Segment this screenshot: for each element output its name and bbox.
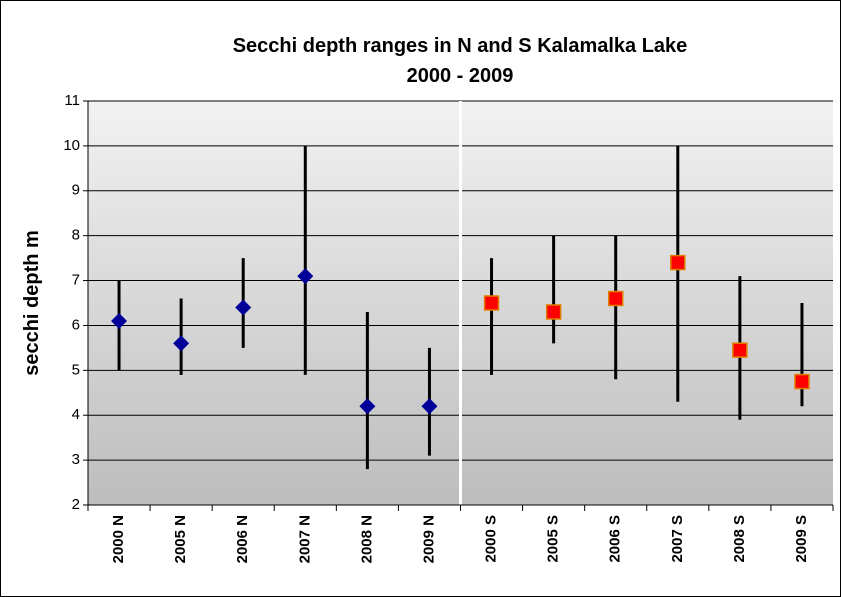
y-tick-label: 6 [72, 316, 80, 333]
x-tick-label: 2006 S [607, 515, 624, 563]
x-tick-label: 2008 S [731, 515, 748, 563]
x-tick-label: 2009 S [793, 515, 810, 563]
x-tick-label: 2008 N [358, 515, 375, 563]
x-tick-label: 2006 N [234, 515, 251, 563]
x-tick-label: 2005 S [545, 515, 562, 563]
mean-marker [111, 312, 128, 329]
x-tick-label: 2000 S [483, 515, 500, 563]
y-tick-label: 10 [63, 137, 80, 154]
y-tick-label: 5 [72, 361, 80, 378]
x-tick-label: 2007 N [296, 515, 313, 563]
mean-marker [173, 335, 190, 352]
mean-marker [483, 295, 500, 311]
mean-marker [297, 268, 314, 285]
chart-subtitle: 2000 - 2009 [407, 65, 514, 87]
x-tick-label: 2005 N [172, 515, 189, 563]
y-tick-label: 11 [64, 92, 80, 109]
mean-marker [607, 290, 624, 307]
x-tick-label: 2009 N [420, 515, 437, 563]
y-tick-label: 9 [72, 182, 80, 199]
x-tick-label: 2000 N [110, 515, 127, 563]
y-tick-label: 8 [72, 227, 80, 244]
mean-marker [421, 398, 438, 415]
y-tick-label: 4 [72, 406, 80, 423]
mean-marker [670, 254, 686, 271]
mean-marker [359, 398, 376, 415]
x-tick-label: 2007 S [669, 515, 686, 563]
chart-title: Secchi depth ranges in N and S Kalamalka… [233, 35, 688, 57]
y-tick-label: 7 [72, 272, 80, 289]
mean-marker [732, 342, 748, 358]
y-axis-label: secchi depth m [21, 230, 43, 376]
y-tick-label: 3 [72, 451, 80, 468]
mean-marker [545, 304, 562, 320]
y-tick-label: 2 [72, 496, 80, 513]
mean-marker [794, 373, 810, 390]
mean-marker [235, 299, 252, 316]
